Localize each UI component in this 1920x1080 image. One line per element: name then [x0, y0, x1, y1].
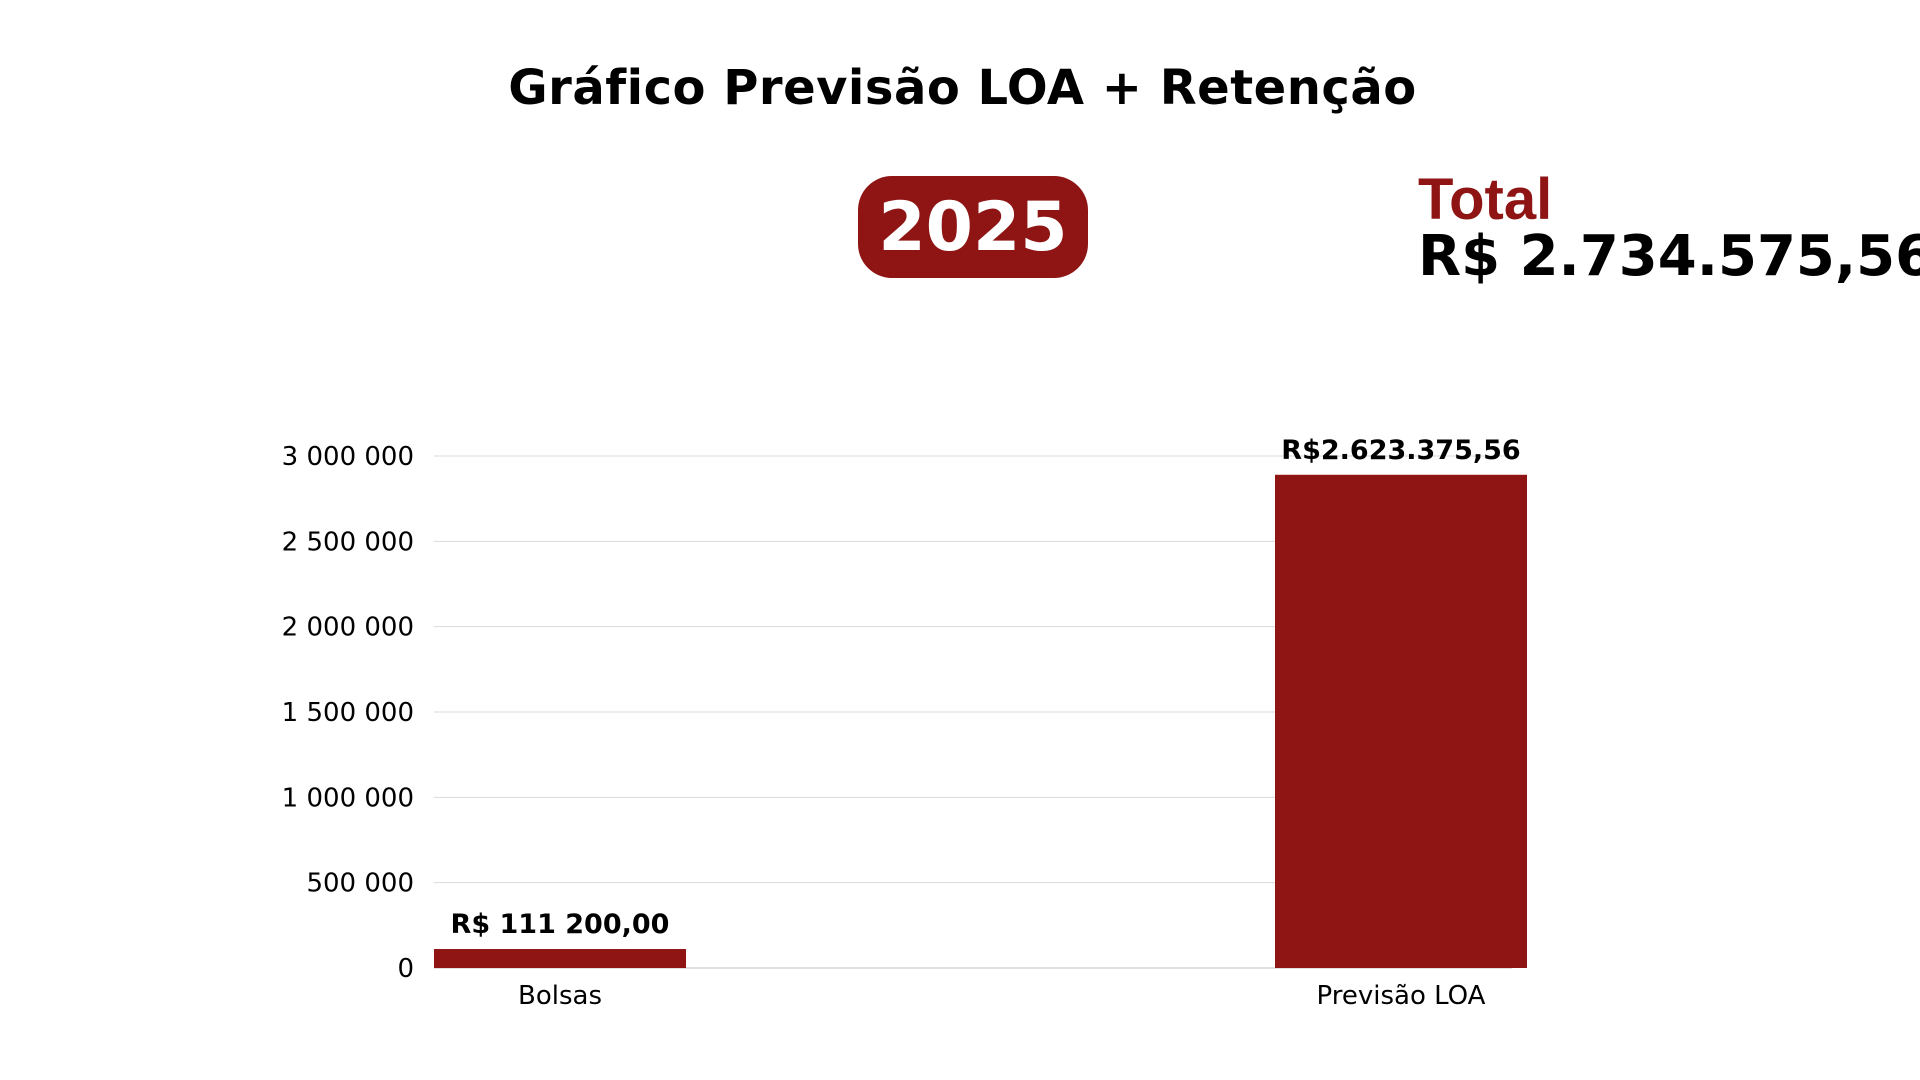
y-tick-label: 1 000 000: [282, 783, 414, 813]
bar-data-label: R$2.623.375,56: [1281, 435, 1520, 466]
gridlines: [434, 455, 1512, 969]
total-label: Total: [1418, 167, 1553, 232]
bar: [434, 949, 686, 968]
y-tick-label: 0: [397, 954, 414, 984]
y-tick-label: 2 000 000: [282, 613, 414, 643]
y-tick-label: 500 000: [306, 869, 414, 899]
data-labels: R$ 111 200,00 R$2.623.375,56: [451, 435, 1521, 940]
chart-title: Gráfico Previsão LOA + Retenção: [508, 60, 1417, 116]
x-axis-tick-labels: Bolsas Previsão LOA: [518, 981, 1486, 1011]
y-tick-label: 3 000 000: [282, 442, 414, 472]
x-tick-label: Previsão LOA: [1317, 981, 1486, 1011]
year-badge: 2025: [858, 176, 1088, 278]
y-tick-label: 1 500 000: [282, 698, 414, 728]
y-tick-label: 2 500 000: [282, 527, 414, 557]
bar-data-label: R$ 111 200,00: [451, 909, 670, 940]
bar: [1275, 474, 1527, 968]
total-value: R$ 2.734.575,56: [1418, 224, 1920, 289]
bars: [434, 474, 1527, 968]
x-tick-label: Bolsas: [518, 981, 602, 1011]
y-axis-tick-labels: 0 500 000 1 000 000 1 500 000 2 000 000 2 500…: [282, 442, 414, 984]
